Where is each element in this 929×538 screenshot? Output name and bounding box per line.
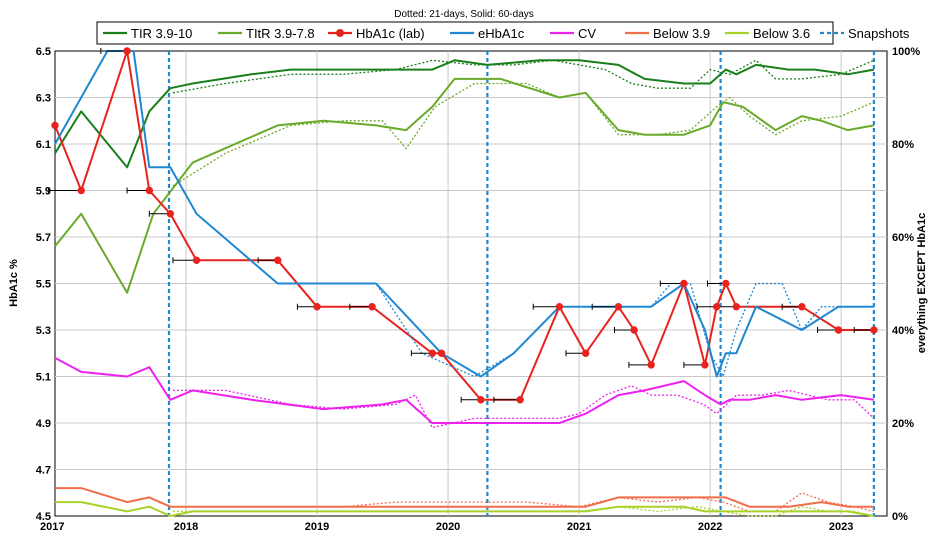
hba1c-point: [77, 186, 85, 195]
hba1c-point: [647, 361, 655, 369]
y-tick-labels: 4.5 4.7 4.9 5.1 5.3 5.5 5.7 5.9 6.1 6.3 6.5: [36, 46, 51, 523]
x-tick-labels: 2017 2018 2019 2020 2021 2022 2023: [40, 521, 853, 533]
hba1c-point: [798, 303, 806, 311]
legend-entry-cv: CV: [550, 26, 596, 41]
series-ehba1c: [54, 50, 874, 378]
series-below-3-9: [55, 487, 874, 508]
hba1c-point: [581, 349, 590, 357]
hba1c-point: [123, 47, 131, 55]
hba1c-point: [428, 349, 437, 357]
hba1c-point: [166, 210, 175, 218]
hba1c-point: [477, 396, 485, 404]
y-tick-label: 6.1: [36, 139, 51, 151]
x-tick-label: 2023: [829, 521, 853, 533]
hba1c-point: [51, 121, 59, 130]
hba1c-markers: [51, 47, 878, 404]
hba1c-point: [516, 396, 524, 404]
hba1c-point: [192, 256, 201, 264]
hba1c-point: [614, 303, 623, 311]
legend-label: Below 3.6: [753, 26, 810, 41]
hba1c-point: [722, 279, 730, 288]
series-cv: [54, 357, 875, 424]
hba1c-point: [437, 349, 446, 357]
legend-label: CV: [578, 26, 596, 41]
hba1c-point: [732, 303, 741, 311]
y2-tick-label: 100%: [892, 46, 920, 58]
y-tick-label: 6.5: [36, 46, 51, 58]
y-tick-label: 5.7: [36, 232, 51, 244]
legend-label: eHbA1c: [478, 26, 525, 41]
hba1c-point: [701, 361, 709, 369]
y2-tick-label: 0%: [892, 511, 908, 523]
y-tick-label: 5.1: [36, 372, 51, 384]
legend-entry-hba1c-lab: HbA1c (lab): [328, 26, 425, 41]
legend-label: Below 3.9: [653, 26, 710, 41]
x-tick-label: 2017: [40, 521, 64, 533]
x-tick-label: 2020: [436, 521, 460, 533]
y-tick-label: 5.5: [36, 279, 51, 291]
chart-subtitle: Dotted: 21-days, Solid: 60-days: [394, 9, 534, 20]
y2-tick-label: 20%: [892, 418, 914, 430]
series-cv-dotted: [172, 385, 875, 429]
y2-tick-label: 40%: [892, 325, 914, 337]
hba1c-point: [555, 303, 564, 311]
hba1c-point: [712, 303, 721, 311]
x-tick-label: 2019: [305, 521, 329, 533]
hba1c-point: [145, 186, 154, 195]
legend-entry-below-3-9: Below 3.9: [625, 26, 710, 41]
series-tir-3-9-10: [54, 59, 875, 169]
legend-entry-below-3-6: Below 3.6: [725, 26, 810, 41]
y-tick-label: 5.3: [36, 325, 51, 337]
y2-tick-label: 80%: [892, 139, 914, 151]
hba1c-point: [368, 303, 376, 311]
grid: [55, 51, 887, 516]
x-tick-label: 2022: [698, 521, 722, 533]
y2-tick-label: 60%: [892, 232, 914, 244]
y-tick-label: 4.9: [36, 418, 51, 430]
series-hba1c-lab: [54, 50, 874, 401]
hba1c-point: [313, 303, 321, 311]
y-tick-label: 5.9: [36, 186, 51, 198]
series-titr-3-9-7-8: [54, 77, 875, 294]
series-tir-3-9-10-dotted: [172, 59, 875, 94]
legend-label: HbA1c (lab): [356, 26, 425, 41]
legend-label: TIR 3.9-10: [131, 26, 192, 41]
legend-entry-snapshots: Snapshots: [820, 26, 910, 41]
legend-label: TItR 3.9-7.8: [246, 26, 315, 41]
legend-label: Snapshots: [848, 26, 910, 41]
y-tick-label: 4.7: [36, 465, 51, 477]
hba1c-point: [274, 256, 282, 264]
hba1c-point: [870, 326, 878, 334]
series-below-3-6: [55, 501, 875, 517]
y-axis-label: HbA1c %: [8, 259, 20, 307]
y-tick-label: 6.3: [36, 93, 51, 105]
hba1c-point: [834, 326, 843, 334]
legend-entry-titr-3-9-7-8: TItR 3.9-7.8: [218, 26, 315, 41]
legend-entry-ehba1c: eHbA1c: [450, 26, 525, 41]
x-tick-label: 2021: [567, 521, 591, 533]
legend-entry-tir-3-9-10: TIR 3.9-10: [103, 26, 192, 41]
y-tick-label: 4.5: [36, 511, 51, 523]
hba1c-point: [630, 326, 638, 334]
y2-tick-labels: 0% 20% 40% 60% 80% 100%: [892, 46, 920, 523]
x-tick-label: 2018: [174, 521, 198, 533]
legend: TIR 3.9-10 TItR 3.9-7.8 HbA1c (lab) eHbA1c C…: [96, 21, 910, 45]
hba1c-point: [680, 279, 688, 288]
y2-axis-label: everything EXCEPT HbA1c: [916, 213, 928, 354]
series-group: [54, 50, 875, 517]
